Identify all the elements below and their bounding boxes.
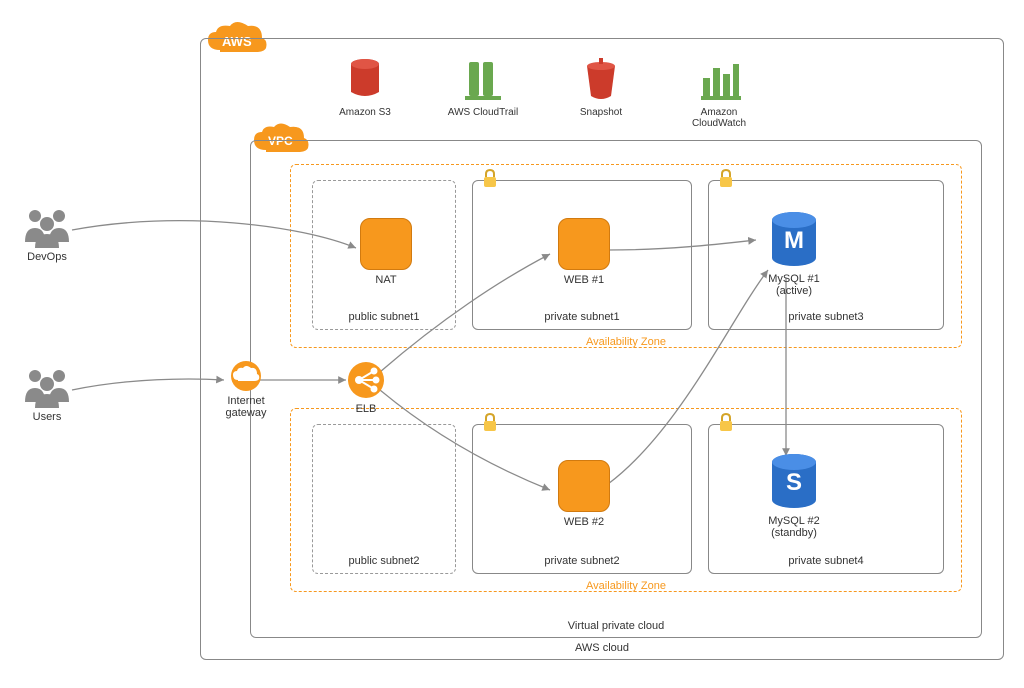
web2-node: WEB #2 xyxy=(552,460,616,528)
nat-box xyxy=(360,218,412,270)
igw-label: Internet gateway xyxy=(222,395,270,419)
elb-label: ELB xyxy=(344,403,388,415)
web1-node: WEB #1 xyxy=(552,218,616,286)
edges-layer xyxy=(0,0,1024,688)
mysql2-node: S MySQL #2 (standby) xyxy=(756,452,832,539)
edge-web2-mysql1 xyxy=(608,270,768,484)
mysql1-node: M MySQL #1 (active) xyxy=(756,210,832,297)
edge-elb-web2 xyxy=(380,390,550,490)
web1-label: WEB #1 xyxy=(552,274,616,286)
elb-node: ELB xyxy=(344,360,388,415)
web1-box xyxy=(558,218,610,270)
mysql1-label: MySQL #1 (active) xyxy=(756,273,832,297)
elb-icon xyxy=(346,360,386,400)
svg-text:M: M xyxy=(784,227,804,254)
database-icon: S xyxy=(768,452,820,510)
svg-text:S: S xyxy=(786,469,802,496)
edge-devops-nat xyxy=(72,221,356,248)
web2-label: WEB #2 xyxy=(552,516,616,528)
mysql2-label: MySQL #2 (standby) xyxy=(756,515,832,539)
edge-web1-mysql1 xyxy=(608,240,756,250)
nat-node: NAT xyxy=(356,218,416,286)
database-icon: M xyxy=(768,210,820,268)
web2-box xyxy=(558,460,610,512)
cloud-icon xyxy=(226,360,266,392)
edge-users-igw xyxy=(72,379,224,390)
internet-gateway: Internet gateway xyxy=(222,360,270,419)
nat-label: NAT xyxy=(356,274,416,286)
